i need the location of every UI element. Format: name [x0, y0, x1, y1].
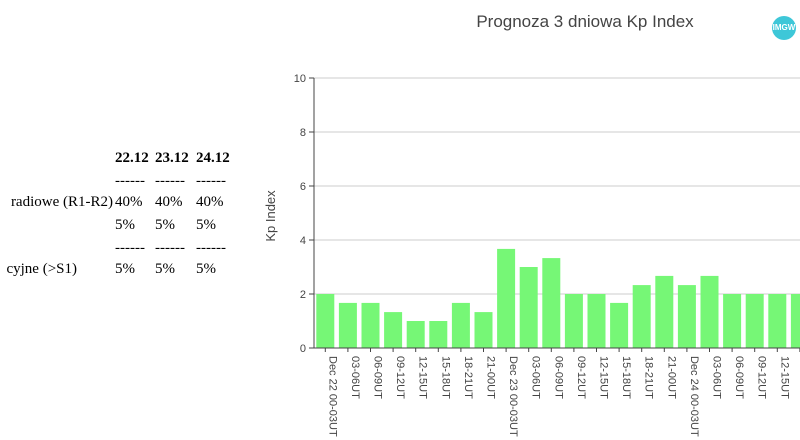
x-tick-label: 12-15UT: [778, 356, 790, 399]
bar: [677, 285, 696, 348]
chart-axes: 0 2 4 6 8 10 Dec 22 00-03UT 03-06UT 06-09UT 09-12…: [294, 73, 800, 437]
x-tick-label: Dec 24 00-03UT: [688, 356, 700, 437]
chart-bars: [316, 248, 800, 348]
bar: [655, 275, 674, 348]
bar: [790, 294, 800, 348]
bar: [429, 321, 448, 348]
row-label-radiation: cyjne (>S1): [6, 261, 77, 277]
bar: [384, 312, 403, 348]
y-tick-label: 2: [300, 289, 306, 301]
x-tick-label: 09-12UT: [394, 356, 406, 399]
bar: [451, 302, 470, 348]
table-header-date-2: 23.12: [155, 150, 189, 166]
x-tick-label: 06-09UT: [733, 356, 745, 399]
imgw-logo-icon: IMGW: [772, 16, 796, 40]
table-cell: 40%: [115, 194, 143, 210]
x-tick-label: 06-09UT: [372, 356, 384, 399]
y-tick-label: 0: [300, 343, 306, 355]
table-cell: 5%: [196, 261, 216, 277]
x-tick-label: Dec 22 00-03UT: [326, 356, 338, 437]
table-cell: 5%: [115, 261, 135, 277]
table-header-date-3: 24.12: [196, 150, 230, 166]
x-tick-label: 18-21UT: [462, 356, 474, 399]
table-cell: 40%: [155, 194, 183, 210]
x-tick-label: 21-00UT: [665, 356, 677, 399]
table-separator: ------: [196, 173, 226, 189]
x-tick-label: 18-21UT: [643, 356, 655, 399]
chart-title: Prognoza 3 dniowa Kp Index: [476, 12, 694, 31]
bar: [361, 302, 380, 348]
row-label-radio: radiowe (R1-R2): [10, 194, 113, 210]
table-cell: 5%: [196, 217, 216, 233]
y-tick-label: 8: [300, 127, 306, 139]
x-tick-label: 09-12UT: [756, 356, 768, 399]
bar: [768, 294, 787, 348]
x-tick-label: 09-12UT: [575, 356, 587, 399]
y-tick-label: 6: [300, 181, 306, 193]
x-tick-label: 15-18UT: [439, 356, 451, 399]
x-tick-label: Dec 23 00-03UT: [507, 356, 519, 437]
bar: [316, 294, 335, 348]
x-tick-label: 12-15UT: [598, 356, 610, 399]
bar: [564, 294, 583, 348]
bar: [745, 294, 764, 348]
x-tick-label: 12-15UT: [417, 356, 429, 399]
x-tick-label: 15-18UT: [620, 356, 632, 399]
table-separator: ------: [155, 173, 185, 189]
bar: [474, 312, 493, 348]
x-tick-label: 03-06UT: [530, 356, 542, 399]
bar: [700, 275, 719, 348]
bar: [338, 302, 357, 348]
y-tick-label: 10: [294, 73, 306, 85]
bar: [542, 258, 561, 348]
table-cell: 40%: [196, 194, 224, 210]
bar: [632, 285, 651, 348]
x-tick-label: 03-06UT: [711, 356, 723, 399]
bar: [723, 294, 742, 348]
table-header-date-1: 22.12: [115, 150, 149, 166]
table-separator: ------: [155, 240, 185, 256]
bar: [406, 321, 425, 348]
x-tick-label: 21-00UT: [485, 356, 497, 399]
y-tick-label: 4: [300, 235, 306, 247]
bar: [587, 294, 606, 348]
bar: [610, 302, 629, 348]
forecast-table: 22.12 23.12 24.12 ------ ------ ------ r…: [0, 0, 260, 440]
table-separator: ------: [115, 173, 145, 189]
table-cell: 5%: [155, 261, 175, 277]
table-separator: ------: [115, 240, 145, 256]
table-separator: ------: [196, 240, 226, 256]
x-tick-label: 03-06UT: [349, 356, 361, 399]
bar: [519, 267, 538, 348]
x-tick-label: 06-09UT: [552, 356, 564, 399]
y-axis-label: Kp Index: [263, 190, 278, 242]
table-cell: 5%: [115, 217, 135, 233]
table-cell: 5%: [155, 217, 175, 233]
bar: [497, 248, 516, 348]
